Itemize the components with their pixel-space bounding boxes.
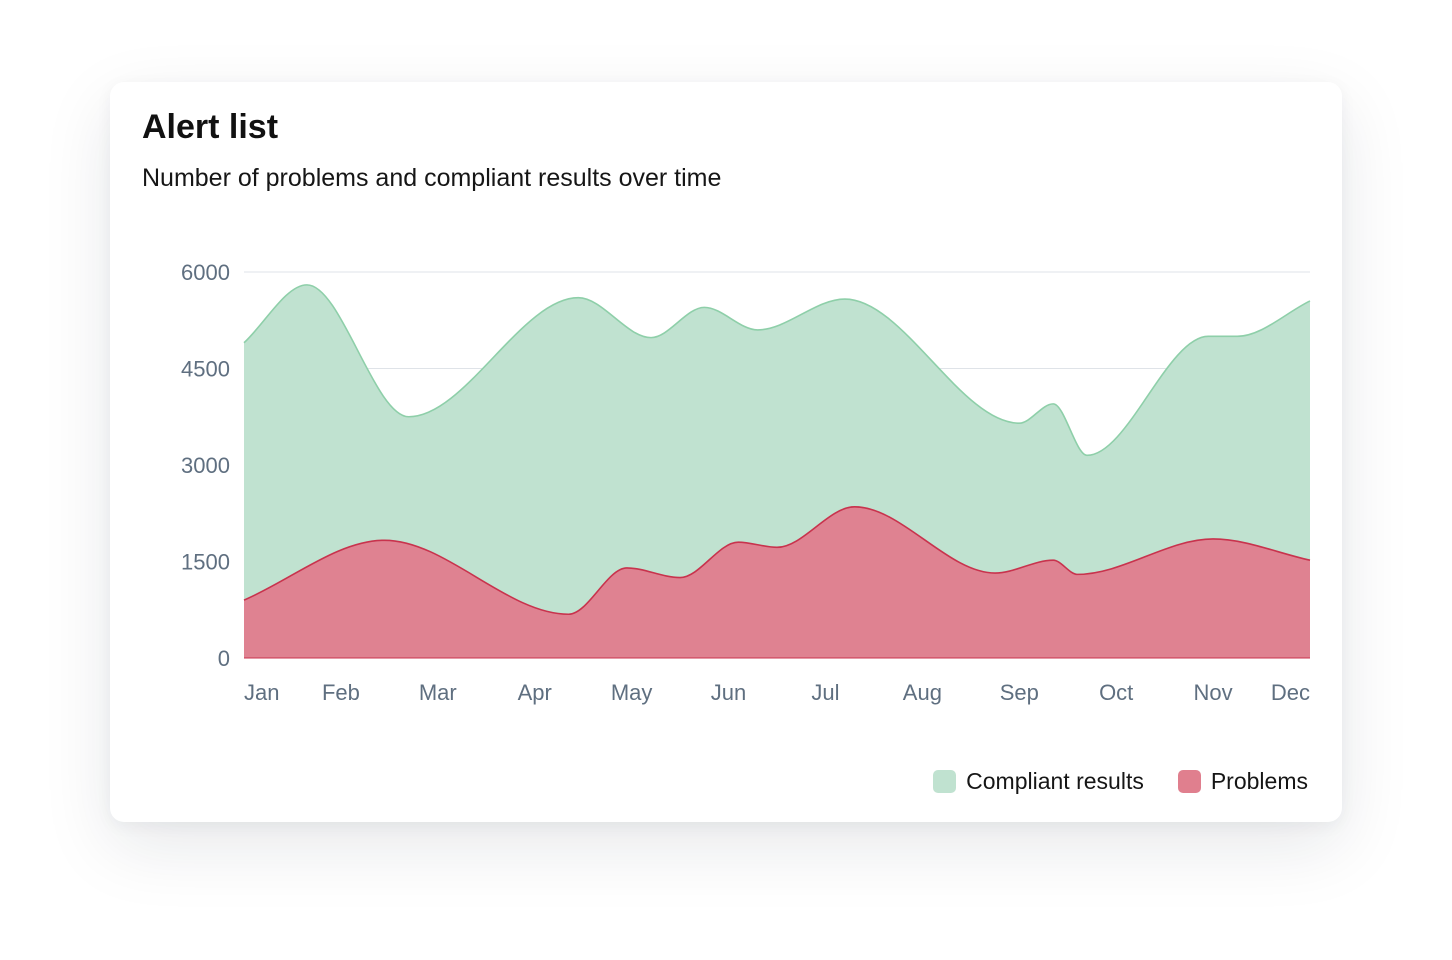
y-tick-label: 3000 xyxy=(181,453,230,478)
x-tick-label: Dec xyxy=(1271,680,1310,705)
x-tick-label: Aug xyxy=(903,680,942,705)
alert-list-card: Alert list Number of problems and compli… xyxy=(110,82,1342,822)
x-tick-label: Jul xyxy=(811,680,839,705)
x-tick-label: Oct xyxy=(1099,680,1133,705)
legend-swatch-compliant-results-icon xyxy=(933,770,957,793)
chart-legend: Compliant results Problems xyxy=(933,768,1308,795)
x-tick-label: Apr xyxy=(518,680,552,705)
legend-item-compliant-results[interactable]: Compliant results xyxy=(933,768,1144,795)
series-line-problems xyxy=(243,506,1311,616)
legend-swatch-problems-icon xyxy=(1177,770,1201,793)
x-tick-label: Jun xyxy=(711,680,746,705)
y-tick-label: 0 xyxy=(218,646,230,671)
y-tick-label: 1500 xyxy=(181,550,230,575)
legend-label-compliant-results: Compliant results xyxy=(966,768,1144,794)
legend-label-problems: Problems xyxy=(1210,768,1308,794)
y-tick-label: 4500 xyxy=(181,357,230,382)
card-title: Alert list xyxy=(142,108,279,146)
x-tick-label: May xyxy=(611,680,653,705)
series-area-problems xyxy=(244,506,1310,658)
legend-item-problems[interactable]: Problems xyxy=(1177,768,1308,795)
x-tick-label: Feb xyxy=(322,680,360,705)
area-chart: 0 1500 3000 4500 6000 Jan Feb Mar Apr May Jun Jul Au… xyxy=(181,260,1311,705)
series-line-compliant-results xyxy=(243,284,1311,457)
x-tick-label: Mar xyxy=(419,680,457,705)
y-tick-label: 6000 xyxy=(181,260,230,285)
x-tick-label: Jan xyxy=(244,680,279,705)
card-subtitle: Number of problems and compliant results… xyxy=(142,164,722,192)
x-tick-label: Sep xyxy=(1000,680,1039,705)
x-tick-label: Nov xyxy=(1194,680,1233,705)
